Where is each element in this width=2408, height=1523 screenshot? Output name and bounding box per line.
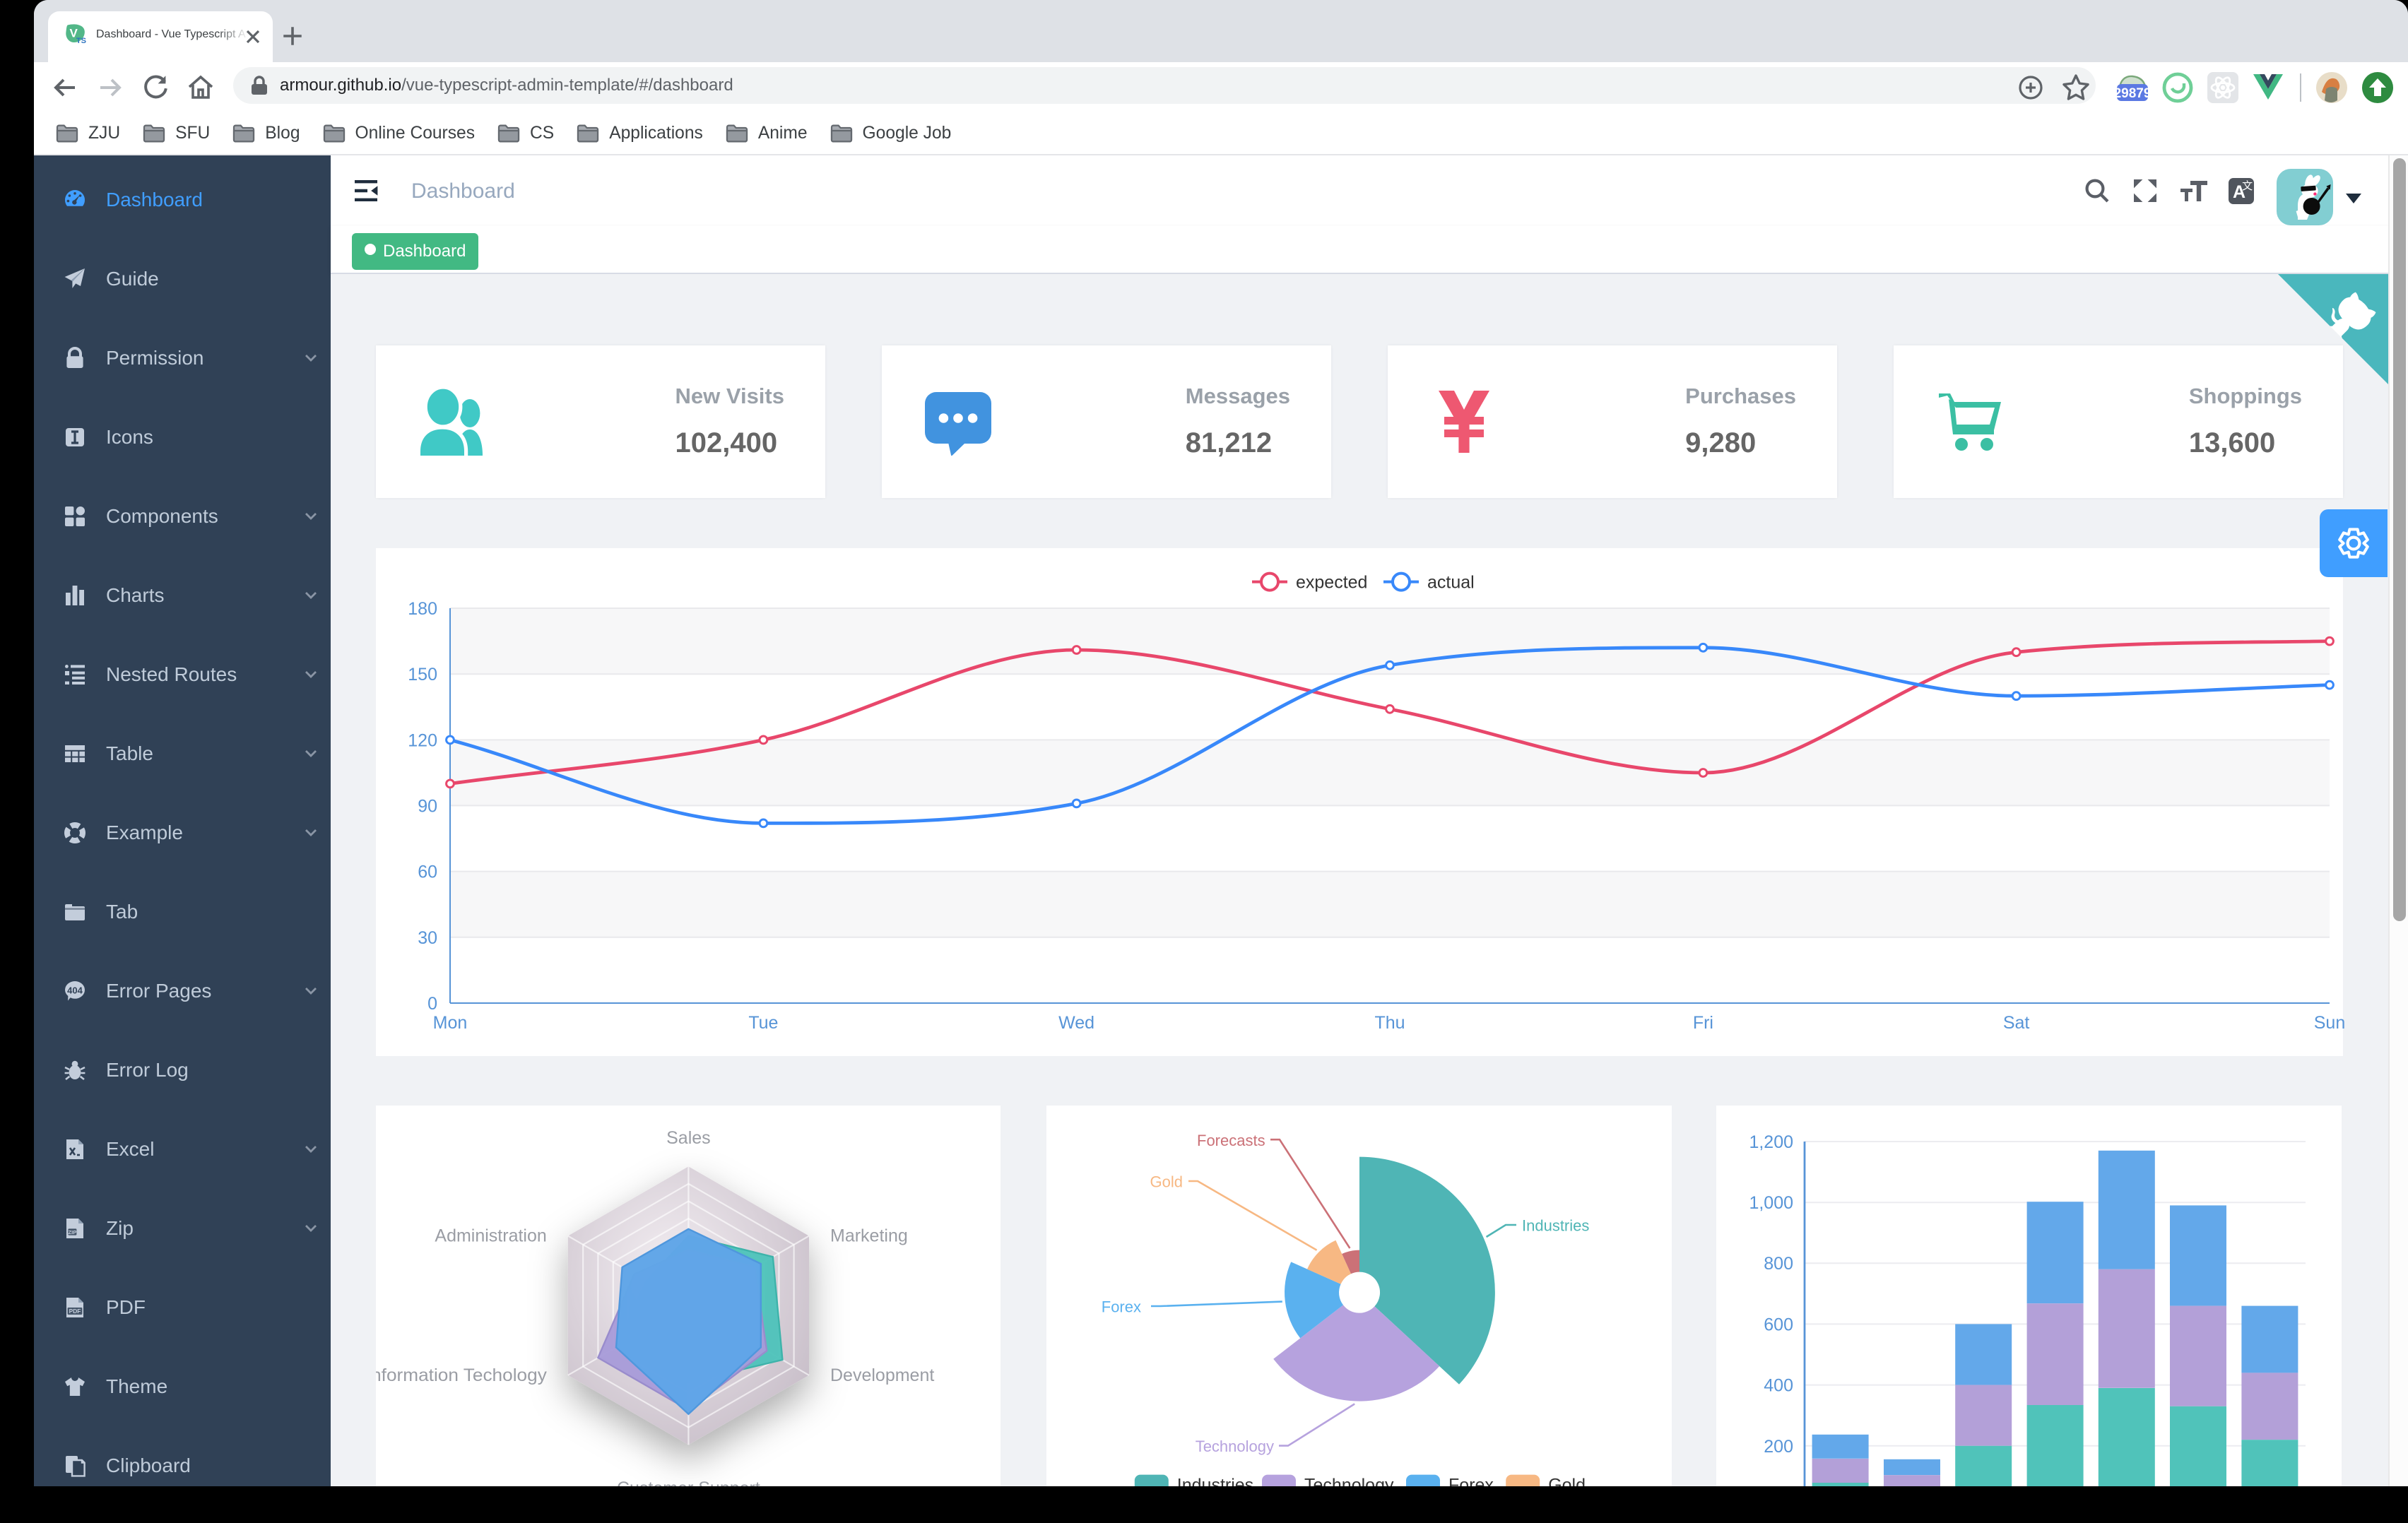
svg-text:1,200: 1,200 xyxy=(1749,1132,1793,1152)
svg-text:PDF: PDF xyxy=(69,1308,81,1315)
svg-text:90: 90 xyxy=(418,796,437,816)
svg-text:TS: TS xyxy=(76,37,86,45)
svg-text:404: 404 xyxy=(67,985,83,995)
svg-text:ZIP: ZIP xyxy=(68,1229,76,1235)
svg-text:Development: Development xyxy=(830,1365,934,1385)
svg-text:Industries: Industries xyxy=(1522,1217,1589,1235)
svg-text:120: 120 xyxy=(408,730,437,750)
svg-text:Tue: Tue xyxy=(748,1013,778,1033)
svg-text:Customer Support: Customer Support xyxy=(617,1478,760,1486)
svg-text:Sun: Sun xyxy=(2314,1013,2345,1033)
svg-text:Administration: Administration xyxy=(435,1226,546,1246)
svg-text:Technology: Technology xyxy=(1196,1438,1274,1455)
svg-text:Gold: Gold xyxy=(1150,1173,1183,1191)
svg-text:Information Techology: Information Techology xyxy=(376,1365,547,1385)
svg-text:1,000: 1,000 xyxy=(1749,1193,1793,1213)
svg-text:150: 150 xyxy=(408,665,437,685)
svg-text:0: 0 xyxy=(427,994,437,1014)
svg-text:expected: expected xyxy=(1296,573,1367,593)
svg-text:29879: 29879 xyxy=(2114,86,2151,101)
svg-text:Thu: Thu xyxy=(1374,1013,1405,1033)
svg-text:800: 800 xyxy=(1764,1254,1793,1274)
svg-text:文: 文 xyxy=(2242,180,2253,192)
svg-text:180: 180 xyxy=(408,599,437,619)
svg-text:A: A xyxy=(2233,182,2245,202)
svg-text:Sat: Sat xyxy=(2003,1013,2030,1033)
svg-text:Industries: Industries xyxy=(1177,1476,1253,1486)
svg-text:actual: actual xyxy=(1427,573,1475,593)
svg-text:60: 60 xyxy=(418,863,437,882)
svg-text:Forex: Forex xyxy=(1102,1298,1141,1316)
svg-text:Fri: Fri xyxy=(1693,1013,1713,1033)
svg-text:V: V xyxy=(70,26,78,40)
svg-text:Wed: Wed xyxy=(1058,1013,1094,1033)
svg-text:200: 200 xyxy=(1764,1437,1793,1457)
svg-text:Mon: Mon xyxy=(433,1013,468,1033)
svg-text:600: 600 xyxy=(1764,1315,1793,1334)
svg-text:30: 30 xyxy=(418,928,437,948)
svg-text:Technology: Technology xyxy=(1304,1476,1394,1486)
svg-text:Forex: Forex xyxy=(1448,1476,1494,1486)
svg-text:Sales: Sales xyxy=(666,1128,711,1148)
svg-text:Marketing: Marketing xyxy=(830,1226,908,1246)
svg-text:Forecasts: Forecasts xyxy=(1197,1132,1265,1149)
svg-text:Gold: Gold xyxy=(1548,1476,1586,1486)
svg-text:400: 400 xyxy=(1764,1376,1793,1396)
